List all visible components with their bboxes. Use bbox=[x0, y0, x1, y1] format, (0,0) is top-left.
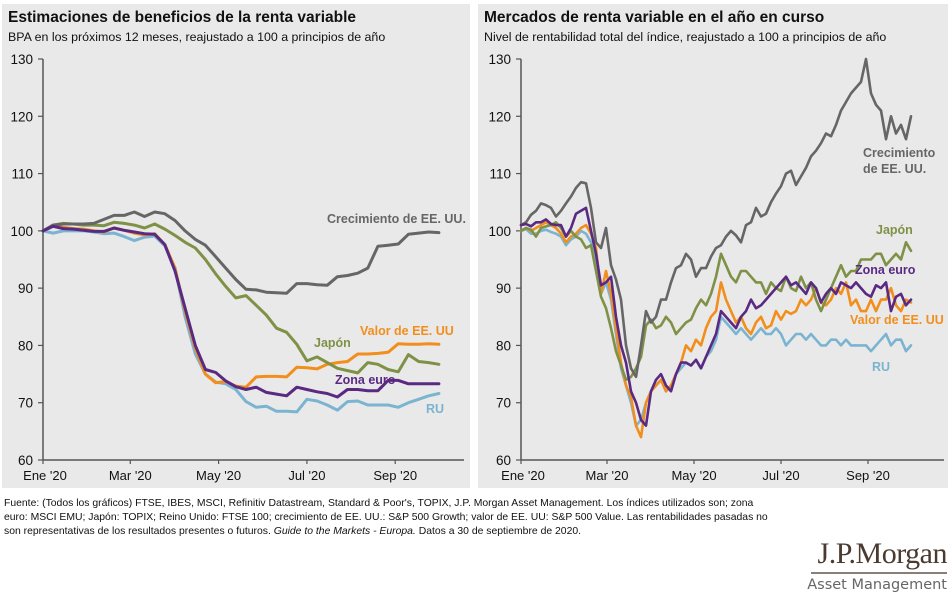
y-tick-label: 60 bbox=[496, 453, 511, 468]
y-tick-label: 60 bbox=[18, 453, 33, 468]
x-tick-label: Sep '20 bbox=[846, 468, 890, 483]
earnings-chart-svg: 60 70 80 90 100 110 120 130 Ene '20 Mar '20 May '2… bbox=[10, 52, 466, 483]
series-label-us-growth: Crecimiento bbox=[863, 146, 936, 160]
x-tick-label: Mar '20 bbox=[586, 468, 629, 483]
series-line-us-growth bbox=[519, 57, 913, 379]
y-tick-label: 100 bbox=[488, 224, 511, 239]
jpmorgan-logo: J.P.Morgan Asset Management bbox=[797, 538, 947, 594]
series-line-us-value bbox=[41, 224, 441, 389]
footnote-italic-text: Guide to the Markets - Europa. bbox=[273, 526, 416, 537]
y-tick-label: 130 bbox=[10, 52, 33, 67]
series-label-japan: Japón bbox=[876, 223, 913, 237]
x-tick-label: May '20 bbox=[196, 468, 241, 483]
y-tick-label: 110 bbox=[11, 167, 33, 182]
chart-title: Estimaciones de beneficios de la renta v… bbox=[8, 9, 357, 26]
y-tick-label: 120 bbox=[488, 109, 511, 124]
footnote-line: Fuente: (Todos los gráficos) FTSE, IBES,… bbox=[4, 498, 754, 509]
x-tick-label: Sep '20 bbox=[373, 468, 417, 483]
series-line-eurozone bbox=[519, 206, 913, 427]
chart-panel-markets: Mercados de renta variable en el año en … bbox=[478, 4, 948, 488]
x-tick-label: Ene '20 bbox=[23, 468, 67, 483]
x-tick-label: May '20 bbox=[671, 468, 716, 483]
logo-subtitle: Asset Management bbox=[807, 577, 947, 593]
markets-chart-svg: 60 70 80 90 100 110 120 130 Ene '20 Mar '20 May '2… bbox=[488, 52, 944, 483]
series-line-japan bbox=[41, 220, 441, 375]
y-tick-label: 90 bbox=[496, 281, 511, 296]
footnote-text: Datos a 30 de septiembre de 2020. bbox=[415, 526, 582, 537]
x-tick-label: Jul '20 bbox=[762, 468, 799, 483]
series-line-japan bbox=[519, 221, 913, 382]
footnote-line: euro: MSCI EMU; Japón: TOPIX; Reino Unid… bbox=[4, 512, 768, 523]
series-line-us-growth bbox=[41, 210, 441, 295]
series-label-japan: Japón bbox=[314, 336, 351, 350]
series-label-us-value: Valor de EE. UU bbox=[850, 313, 944, 327]
y-tick-label: 110 bbox=[489, 167, 511, 182]
x-tick-label: Jul '20 bbox=[288, 468, 325, 483]
series-label-uk: RU bbox=[426, 402, 444, 416]
series-label-eurozone: Zona euro bbox=[855, 263, 916, 277]
footnote-text: son representativas de los resultados pr… bbox=[4, 526, 274, 537]
y-tick-label: 70 bbox=[18, 396, 33, 411]
series-label-uk: RU bbox=[872, 360, 890, 374]
series-label-eurozone: Zona euro bbox=[335, 373, 396, 387]
chart-subtitle: BPA en los próximos 12 meses, reajustado… bbox=[8, 30, 386, 44]
footnote-line: son representativas de los resultados pr… bbox=[4, 525, 804, 539]
y-tick-label: 100 bbox=[10, 224, 33, 239]
series-line-us-value bbox=[519, 221, 913, 439]
y-tick-label: 120 bbox=[10, 109, 33, 124]
y-tick-label: 130 bbox=[488, 52, 511, 67]
series-line-uk bbox=[519, 227, 913, 427]
x-tick-label: Mar '20 bbox=[109, 468, 152, 483]
y-tick-label: 70 bbox=[496, 396, 511, 411]
chart-subtitle: Nivel de rentabilidad total del índice, … bbox=[484, 30, 887, 44]
series-line-uk bbox=[41, 229, 441, 414]
y-tick-label: 80 bbox=[18, 338, 33, 353]
source-footnote: Fuente: (Todos los gráficos) FTSE, IBES,… bbox=[4, 497, 804, 539]
series-label-us-growth: Crecimiento de EE. UU. bbox=[327, 212, 466, 226]
series-label-us-growth: de EE. UU. bbox=[863, 162, 926, 176]
series-label-us-value: Valor de EE. UU bbox=[360, 324, 454, 338]
chart-panel-earnings: Estimaciones de beneficios de la renta v… bbox=[2, 4, 470, 488]
logo-wordmark: J.P.Morgan bbox=[817, 537, 948, 570]
series-line-eurozone bbox=[41, 224, 441, 399]
chart-title: Mercados de renta variable en el año en … bbox=[484, 9, 825, 26]
logo-divider bbox=[811, 572, 947, 574]
y-tick-label: 90 bbox=[18, 281, 33, 296]
x-tick-label: Ene '20 bbox=[501, 468, 545, 483]
y-tick-label: 80 bbox=[496, 338, 511, 353]
